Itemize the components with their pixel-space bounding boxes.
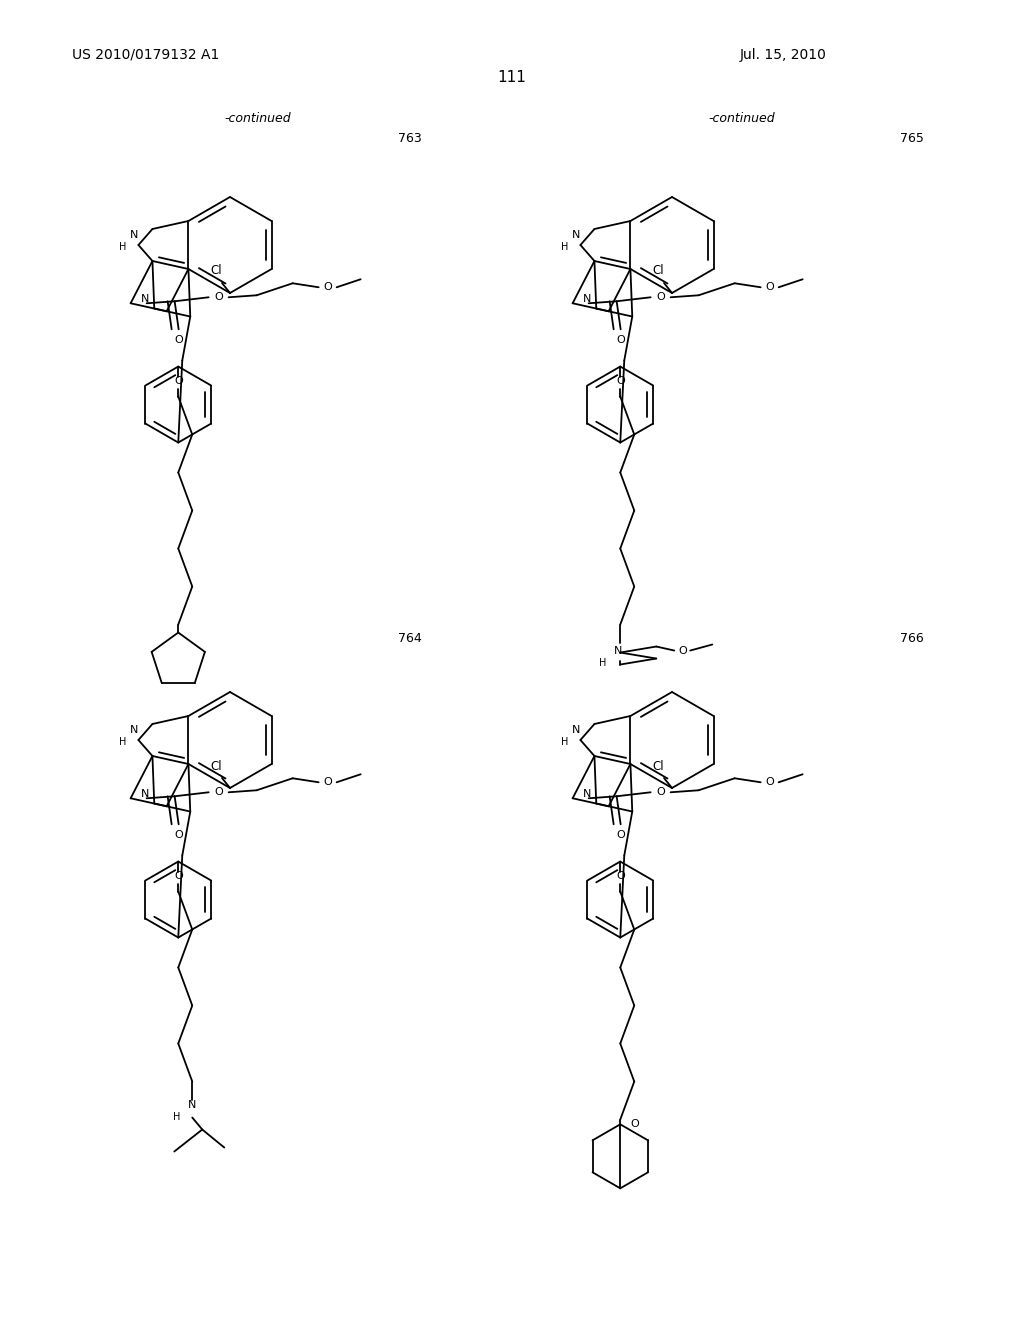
Text: H: H	[119, 242, 126, 252]
Text: O: O	[615, 870, 625, 880]
Text: N: N	[140, 789, 148, 800]
Text: Cl: Cl	[652, 264, 664, 277]
Text: O: O	[765, 282, 774, 292]
Text: Cl: Cl	[652, 759, 664, 772]
Text: O: O	[656, 292, 665, 302]
Text: O: O	[678, 645, 687, 656]
Text: 764: 764	[398, 631, 422, 644]
Text: H: H	[561, 737, 568, 747]
Text: O: O	[656, 787, 665, 797]
Text: N: N	[572, 230, 581, 240]
Text: O: O	[324, 282, 332, 292]
Text: N: N	[583, 294, 591, 305]
Text: N: N	[583, 789, 591, 800]
Text: Cl: Cl	[210, 264, 222, 277]
Text: O: O	[174, 375, 182, 385]
Text: 111: 111	[498, 70, 526, 86]
Text: H: H	[173, 1111, 180, 1122]
Text: 766: 766	[900, 631, 924, 644]
Text: N: N	[140, 294, 148, 305]
Text: O: O	[630, 1119, 639, 1130]
Text: N: N	[614, 645, 623, 656]
Text: O: O	[174, 870, 182, 880]
Text: O: O	[174, 830, 183, 841]
Text: O: O	[214, 292, 223, 302]
Text: -continued: -continued	[224, 111, 291, 124]
Text: H: H	[119, 737, 126, 747]
Text: N: N	[188, 1100, 197, 1110]
Text: US 2010/0179132 A1: US 2010/0179132 A1	[72, 48, 219, 62]
Text: H: H	[599, 657, 606, 668]
Text: 765: 765	[900, 132, 924, 144]
Text: Jul. 15, 2010: Jul. 15, 2010	[740, 48, 826, 62]
Text: O: O	[616, 335, 625, 346]
Text: O: O	[616, 830, 625, 841]
Text: N: N	[130, 725, 138, 735]
Text: O: O	[324, 777, 332, 787]
Text: Cl: Cl	[210, 759, 222, 772]
Text: O: O	[615, 375, 625, 385]
Text: O: O	[765, 777, 774, 787]
Text: 763: 763	[398, 132, 422, 144]
Text: N: N	[572, 725, 581, 735]
Text: H: H	[561, 242, 568, 252]
Text: -continued: -continued	[709, 111, 775, 124]
Text: O: O	[214, 787, 223, 797]
Text: N: N	[130, 230, 138, 240]
Text: O: O	[174, 335, 183, 346]
